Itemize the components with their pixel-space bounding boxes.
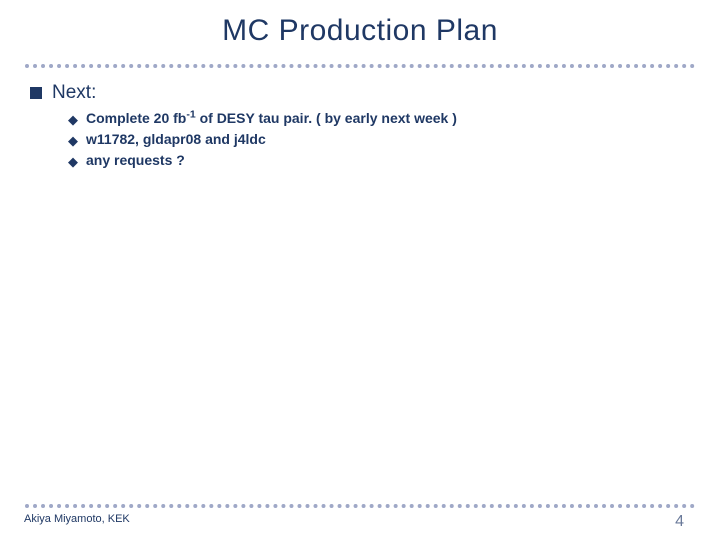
text-superscript: -1 [186,108,195,120]
slide-title: MC Production Plan [0,0,720,58]
footer: Akiya Miyamoto, KEK 4 [0,504,720,540]
content-area: Next: ◆ Complete 20 fb-1 of DESY tau pai… [0,68,720,170]
slide: MC Production Plan Next: ◆ Complete 20 f… [0,0,720,540]
bullet-level2-list: ◆ Complete 20 fb-1 of DESY tau pair. ( b… [30,108,690,170]
footer-author: Akiya Miyamoto, KEK [24,513,130,525]
list-item-text: any requests ? [86,152,185,168]
list-item-text: w11782, gldapr08 and j4ldc [86,131,266,147]
diamond-bullet-icon: ◆ [68,154,78,170]
list-item-text: Complete 20 fb-1 of DESY tau pair. ( by … [86,110,457,126]
list-item: ◆ Complete 20 fb-1 of DESY tau pair. ( b… [68,110,690,128]
text-prefix: Complete 20 fb [86,110,186,126]
bullet-level1-text: Next: [52,82,96,104]
list-item: ◆ w11782, gldapr08 and j4ldc [68,131,690,149]
text-suffix: of DESY tau pair. ( by early next week ) [196,110,457,126]
diamond-bullet-icon: ◆ [68,112,78,128]
page-number: 4 [675,513,684,531]
bullet-level1: Next: [30,82,690,104]
diamond-bullet-icon: ◆ [68,133,78,149]
footer-row: Akiya Miyamoto, KEK 4 [0,508,720,531]
square-bullet-icon [30,87,42,99]
list-item: ◆ any requests ? [68,152,690,170]
